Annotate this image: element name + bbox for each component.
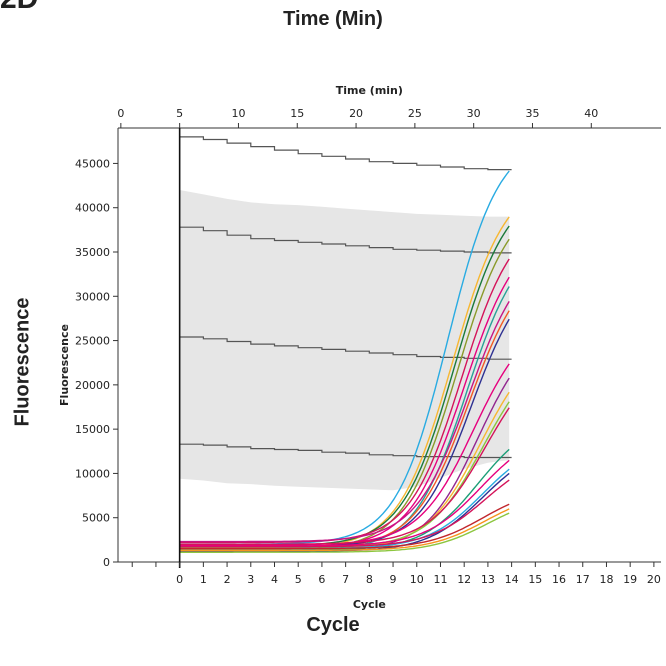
y-tick-label: 0 <box>103 556 110 569</box>
x-tick-label: 6 <box>318 573 325 586</box>
y-tick-label: 25000 <box>75 335 110 348</box>
x2-tick-label: 40 <box>584 107 598 120</box>
amplification-curve-22 <box>179 508 510 552</box>
amplification-curve-15 <box>179 407 510 545</box>
confidence-band <box>179 190 510 491</box>
panel-letter: 2D <box>0 0 38 16</box>
x2-tick-label: 30 <box>467 107 481 120</box>
y-tick-label: 30000 <box>75 290 110 303</box>
x2-tick-label: 5 <box>176 107 183 120</box>
x-tick-label: 11 <box>433 573 447 586</box>
outer-cycle-label: Cycle <box>306 614 360 636</box>
x-tick-label: 0 <box>176 573 183 586</box>
x2-tick-label: 25 <box>408 107 422 120</box>
axes: 0 1 2 3 4 5 6 7 8 9 10 11 12 13 14 15 16 17 18 19 200 5 10 15 20… <box>75 107 661 586</box>
step-lines <box>179 136 512 459</box>
y-tick-label: 45000 <box>75 157 110 170</box>
amplification-curve-17 <box>179 459 510 547</box>
outer-time-label: Time (Min) <box>283 8 383 30</box>
x2-tick-label: 0 <box>117 107 124 120</box>
x-tick-label: 16 <box>552 573 566 586</box>
x-tick-label: 15 <box>528 573 542 586</box>
y-tick-label: 5000 <box>82 512 110 525</box>
x2-tick-label: 35 <box>525 107 539 120</box>
y-tick-label: 15000 <box>75 423 110 436</box>
y-tick-label: 20000 <box>75 379 110 392</box>
bottom-axis-title: Cycle <box>353 598 386 611</box>
x-tick-label: 13 <box>481 573 495 586</box>
x-tick-label: 19 <box>623 573 637 586</box>
x-tick-label: 17 <box>576 573 590 586</box>
x-tick-label: 5 <box>295 573 302 586</box>
step-line-3 <box>179 336 512 360</box>
x2-tick-label: 10 <box>231 107 245 120</box>
x-tick-label: 1 <box>200 573 207 586</box>
x-tick-label: 4 <box>271 573 278 586</box>
x-tick-label: 12 <box>457 573 471 586</box>
step-line-1 <box>179 136 512 171</box>
amplification-curve-23 <box>179 512 510 553</box>
x-tick-label: 20 <box>647 573 661 586</box>
band-area <box>179 190 510 491</box>
amplification-curve-20 <box>179 479 510 548</box>
x-tick-label: 8 <box>366 573 373 586</box>
step-line-2 <box>179 226 512 254</box>
amplification-curves <box>179 170 510 553</box>
x2-tick-label: 15 <box>290 107 304 120</box>
step-line-4 <box>179 443 512 459</box>
x-tick-label: 10 <box>410 573 424 586</box>
y-tick-label: 10000 <box>75 467 110 480</box>
y-tick-label: 35000 <box>75 246 110 259</box>
x-tick-label: 2 <box>224 573 231 586</box>
amplification-curve-21 <box>179 503 510 550</box>
top-axis-title: Time (min) <box>336 84 403 97</box>
amplification-curve-8 <box>179 301 510 543</box>
left-axis-title: Fluorescence <box>58 324 71 406</box>
x-tick-label: 14 <box>505 573 519 586</box>
x2-tick-label: 20 <box>349 107 363 120</box>
x-tick-label: 18 <box>599 573 613 586</box>
y-tick-label: 40000 <box>75 202 110 215</box>
x-tick-label: 3 <box>247 573 254 586</box>
x-tick-label: 9 <box>390 573 397 586</box>
x-tick-label: 7 <box>342 573 349 586</box>
